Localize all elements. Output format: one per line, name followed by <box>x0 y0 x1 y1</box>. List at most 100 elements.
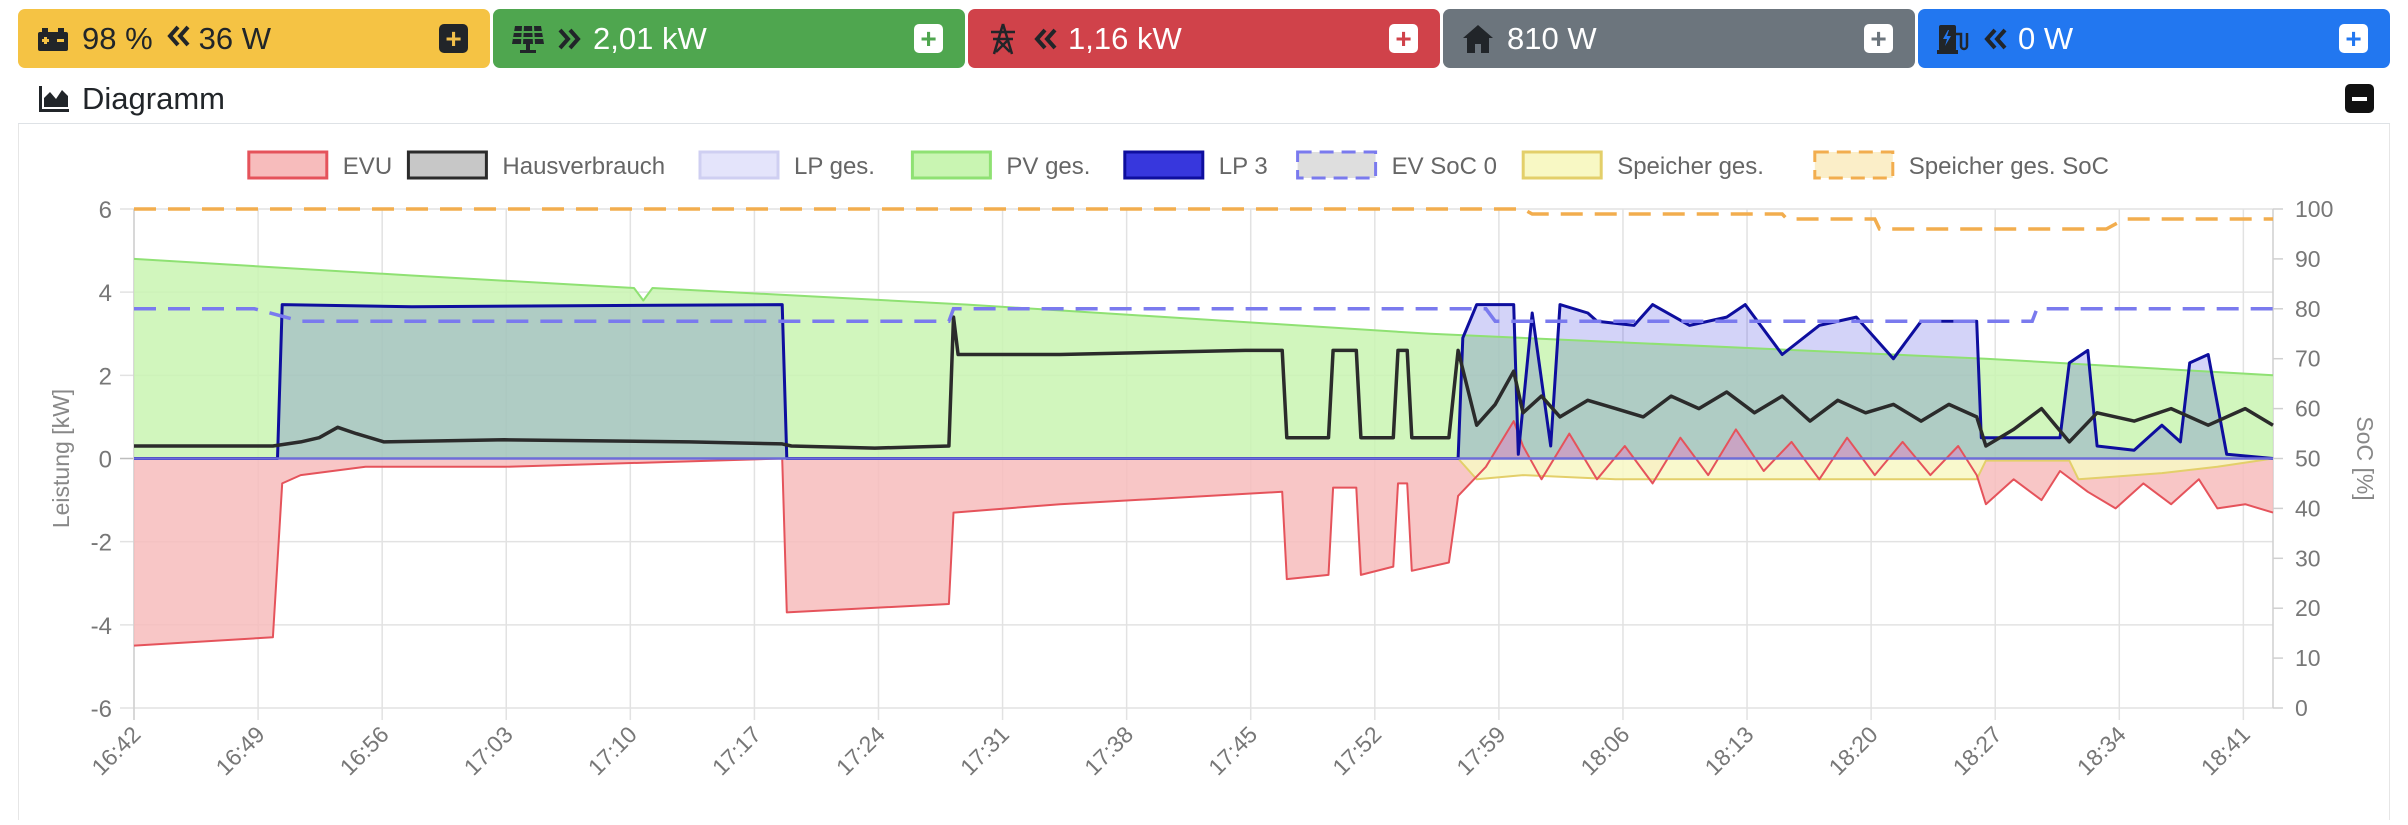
legend-label: EV SoC 0 <box>1392 153 1497 180</box>
status-tiles: 98 % 36 W + 2,01 kW + 1,16 kW + 810 W + <box>18 9 2390 68</box>
x-tick-label: 17:03 <box>459 721 518 780</box>
diagram-panel-header: Diagramm <box>18 74 2390 124</box>
legend-swatch <box>910 150 992 180</box>
x-tick-label: 17:17 <box>707 721 766 780</box>
battery-value: 98 % 36 W <box>82 21 439 57</box>
chevrons-right-icon <box>557 26 583 52</box>
y2-tick-label: 20 <box>2295 595 2321 621</box>
x-tick-label: 18:13 <box>1699 721 1758 780</box>
x-tick-label: 16:56 <box>335 721 394 780</box>
y-tick-label: 2 <box>99 363 112 390</box>
diagram-title: Diagramm <box>82 80 225 116</box>
legend-swatch <box>406 150 488 180</box>
legend-label: Speicher ges. <box>1617 153 1764 180</box>
legend-item[interactable]: LP ges. <box>698 150 875 180</box>
y2-tick-label: 60 <box>2295 396 2321 422</box>
y2-tick-label: 90 <box>2295 246 2321 272</box>
plus-square-icon[interactable]: + <box>1389 24 1418 53</box>
x-tick-label: 16:42 <box>86 721 145 780</box>
legend-swatch <box>1123 150 1205 180</box>
chart-area-icon <box>38 84 70 114</box>
y-tick-label: -4 <box>91 613 112 640</box>
legend-label: Speicher ges. SoC <box>1909 153 2109 180</box>
series-line-speicher-ges- <box>134 457 2274 481</box>
y2-tick-label: 10 <box>2295 645 2321 671</box>
y2-tick-label: 30 <box>2295 545 2321 571</box>
x-tick-label: 18:34 <box>2072 721 2131 780</box>
pv-value: 2,01 kW <box>593 20 707 56</box>
plus-square-icon[interactable]: + <box>1864 24 1893 53</box>
chevrons-left-icon <box>1982 26 2008 52</box>
power-tower-icon <box>986 22 1020 56</box>
legend-item[interactable]: LP 3 <box>1123 150 1268 180</box>
x-tick-label: 17:24 <box>831 721 890 780</box>
y2-tick-label: 80 <box>2295 296 2321 322</box>
series-fill-lp-3 <box>134 304 2273 459</box>
y-tick-label: -6 <box>91 696 112 723</box>
series-line-lp-3 <box>134 303 2274 460</box>
chevrons-left-icon <box>166 25 190 46</box>
legend-swatch <box>247 150 329 180</box>
legend-label: LP ges. <box>794 153 875 180</box>
battery-soc: 98 % <box>82 20 153 56</box>
series-line-pv-ges- <box>133 257 2274 377</box>
x-tick-label: 18:27 <box>1948 721 2007 780</box>
y-tick-label: 0 <box>99 447 112 474</box>
charging-station-icon <box>1936 22 1970 56</box>
series-line-ev-soc-0 <box>134 307 2273 324</box>
x-tick-label: 18:41 <box>2196 721 2255 780</box>
y2-axis-title: SoC [%] <box>2352 416 2378 500</box>
grid-tile[interactable]: 1,16 kW + <box>968 9 1440 68</box>
series-line-speicher-ges-soc <box>134 207 2273 231</box>
chevrons-left-icon <box>1032 26 1058 52</box>
x-tick-label: 18:06 <box>1575 721 1634 780</box>
home-icon <box>1461 22 1495 56</box>
legend-swatch <box>698 150 780 180</box>
y2-tick-label: 70 <box>2295 346 2321 372</box>
legend-label: Hausverbrauch <box>502 153 665 180</box>
legend-label: EVU <box>343 153 392 180</box>
y-tick-label: 4 <box>99 280 112 307</box>
x-tick-label: 17:45 <box>1203 721 1262 780</box>
diagram-panel: Diagramm 6 4 2 0 -2 -4 -6 100 90 80 70 60 50 40 30 20 10… <box>18 74 2390 820</box>
house-value: 810 W <box>1507 20 1597 56</box>
x-tick-label: 17:10 <box>583 721 642 780</box>
y2-tick-label: 0 <box>2295 695 2308 721</box>
legend-item[interactable]: Speicher ges. <box>1521 150 1764 180</box>
grid-value: 1,16 kW <box>1068 20 1182 56</box>
y2-tick-label: 100 <box>2295 196 2333 222</box>
series-line-evu <box>133 420 2274 647</box>
x-tick-label: 17:59 <box>1451 721 1510 780</box>
house-tile[interactable]: 810 W + <box>1443 9 1915 68</box>
y2-tick-label: 50 <box>2295 446 2321 472</box>
y-axis-title: Leistung [kW] <box>48 389 74 528</box>
plus-square-icon[interactable]: + <box>2339 24 2368 53</box>
series-fill-pv-ges- <box>134 258 2273 459</box>
legend-label: LP 3 <box>1219 153 1268 180</box>
y-tick-label: 6 <box>99 197 112 224</box>
x-tick-label: 17:31 <box>955 721 1014 780</box>
plus-square-icon[interactable]: + <box>914 24 943 53</box>
minus-square-icon[interactable] <box>2345 84 2374 113</box>
legend-item[interactable]: EVU <box>247 150 392 180</box>
legend-swatch <box>1296 150 1378 180</box>
chargepoint-tile[interactable]: 0 W + <box>1918 9 2390 68</box>
battery-tile[interactable]: 98 % 36 W + <box>18 9 490 68</box>
pv-tile[interactable]: 2,01 kW + <box>493 9 965 68</box>
x-tick-label: 18:20 <box>1824 721 1883 780</box>
legend-item[interactable]: EV SoC 0 <box>1296 150 1497 180</box>
legend-item[interactable]: Hausverbrauch <box>406 150 665 180</box>
x-tick-label: 17:38 <box>1079 721 1138 780</box>
legend-swatch <box>1521 150 1603 180</box>
legend-label: PV ges. <box>1006 153 1090 180</box>
y2-tick-label: 40 <box>2295 495 2321 521</box>
series-fill-evu <box>134 421 2273 646</box>
diagram-body: 6 4 2 0 -2 -4 -6 100 90 80 70 60 50 40 30 20 10 0 16:42 16:… <box>18 124 2390 820</box>
car-battery-icon <box>36 22 70 56</box>
series-fill-speicher-ges- <box>134 458 2273 480</box>
solar-panel-icon <box>511 22 545 56</box>
series-line-hausverbrauch <box>134 315 2274 450</box>
legend-item[interactable]: PV ges. <box>910 150 1090 180</box>
legend-item[interactable]: Speicher ges. SoC <box>1813 150 2109 180</box>
plus-square-icon[interactable]: + <box>439 24 468 53</box>
